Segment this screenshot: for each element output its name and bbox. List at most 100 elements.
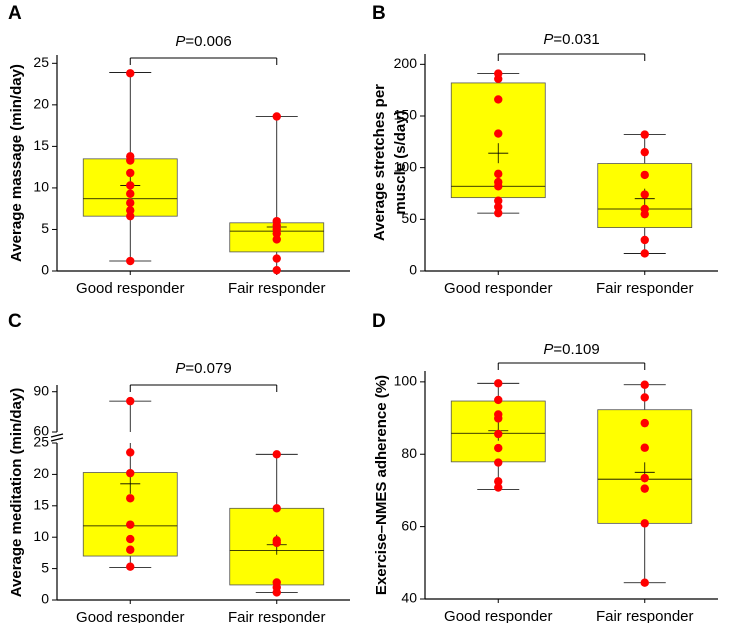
data-point <box>640 484 649 493</box>
data-point <box>272 235 281 244</box>
data-point <box>640 130 649 139</box>
annotation: P=0.031 <box>543 31 599 48</box>
y-tick-label: 80 <box>401 445 417 461</box>
data-point <box>272 588 281 597</box>
data-point <box>640 393 649 402</box>
data-point <box>126 69 135 78</box>
axis-break <box>50 437 64 442</box>
y-axis-label: Average stretches per <box>371 84 388 241</box>
y-tick-label: 20 <box>33 96 49 112</box>
data-point <box>640 235 649 245</box>
data-point <box>494 379 503 388</box>
data-point <box>126 545 135 554</box>
data-point <box>272 229 281 238</box>
data-point <box>640 380 649 389</box>
data-point <box>494 429 503 439</box>
y-tick-label: 40 <box>401 590 417 606</box>
data-point <box>126 534 135 544</box>
data-point <box>272 112 281 121</box>
y-axis-label: Exercise–NMES adherence (%) <box>373 375 390 595</box>
y-tick-label: 60 <box>401 517 417 533</box>
data-point <box>126 181 135 190</box>
data-point <box>272 254 281 263</box>
panel-label: C <box>8 311 22 332</box>
data-point <box>494 169 503 179</box>
panel-label: B <box>372 3 386 24</box>
data-point <box>640 473 649 483</box>
y-tick-label: 10 <box>33 528 49 544</box>
data-point <box>494 395 503 405</box>
data-point <box>126 198 135 208</box>
y-axis-label: Average meditation (min/day) <box>8 388 25 598</box>
data-point <box>640 519 649 528</box>
data-point <box>494 182 503 191</box>
y-tick-label: 150 <box>394 107 418 123</box>
y-tick-label: 5 <box>41 220 49 236</box>
data-point <box>640 578 649 587</box>
data-point <box>272 265 281 275</box>
x-tick-label: Good responder <box>444 608 552 623</box>
data-point <box>494 443 503 453</box>
data-point <box>272 538 281 548</box>
y-tick-label: 15 <box>33 137 49 153</box>
data-point <box>494 477 503 486</box>
data-point <box>640 190 649 199</box>
data-point <box>494 458 503 467</box>
y-axis-label: muscle (s/day) <box>392 110 409 214</box>
x-tick-label: Fair responder <box>596 280 694 297</box>
x-tick-label: Fair responder <box>228 609 326 623</box>
y-tick-label: 25 <box>33 434 49 450</box>
data-point <box>494 95 503 104</box>
data-point <box>126 168 135 178</box>
data-point <box>126 189 135 198</box>
annotation: P=0.079 <box>175 360 231 377</box>
data-point <box>126 468 135 478</box>
data-point <box>640 249 649 258</box>
panel-label: A <box>8 3 22 24</box>
data-point <box>272 450 281 459</box>
x-tick-label: Good responder <box>76 609 184 623</box>
y-tick-label: 0 <box>41 591 49 607</box>
y-tick-label: 50 <box>401 210 417 226</box>
x-tick-label: Good responder <box>76 280 184 297</box>
y-tick-label: 5 <box>41 559 49 575</box>
axis-break <box>50 433 64 438</box>
data-point <box>126 206 135 215</box>
data-point <box>126 520 135 529</box>
data-point <box>494 202 503 212</box>
data-point <box>494 74 503 84</box>
y-tick-label: 10 <box>33 179 49 195</box>
data-point <box>640 209 649 219</box>
y-tick-label: 60 <box>33 423 49 439</box>
data-point <box>494 196 503 205</box>
data-point <box>272 504 281 513</box>
data-point <box>126 396 135 406</box>
data-point <box>126 494 135 503</box>
y-tick-label: 90 <box>33 382 49 398</box>
y-tick-label: 0 <box>41 262 49 278</box>
x-tick-label: Fair responder <box>228 280 326 297</box>
data-point <box>494 208 503 218</box>
x-tick-label: Good responder <box>444 280 552 297</box>
y-axis-label: Average massage (min/day) <box>8 64 25 262</box>
y-tick-label: 100 <box>394 373 418 389</box>
data-point <box>126 256 135 266</box>
y-tick-label: 200 <box>394 55 418 71</box>
y-tick-label: 15 <box>33 497 49 513</box>
annotation: P=0.109 <box>543 341 599 358</box>
data-point <box>640 170 649 180</box>
data-point <box>640 147 649 157</box>
data-point <box>126 156 135 165</box>
y-tick-label: 25 <box>33 54 49 70</box>
y-tick-label: 0 <box>409 262 417 278</box>
data-point <box>494 483 503 492</box>
y-tick-label: 20 <box>33 465 49 481</box>
panel-label: D <box>372 311 386 332</box>
data-point <box>494 414 503 423</box>
data-point <box>126 448 135 457</box>
annotation: P=0.006 <box>175 33 231 50</box>
y-tick-label: 100 <box>394 158 418 174</box>
data-point <box>640 418 649 428</box>
data-point <box>126 562 135 571</box>
